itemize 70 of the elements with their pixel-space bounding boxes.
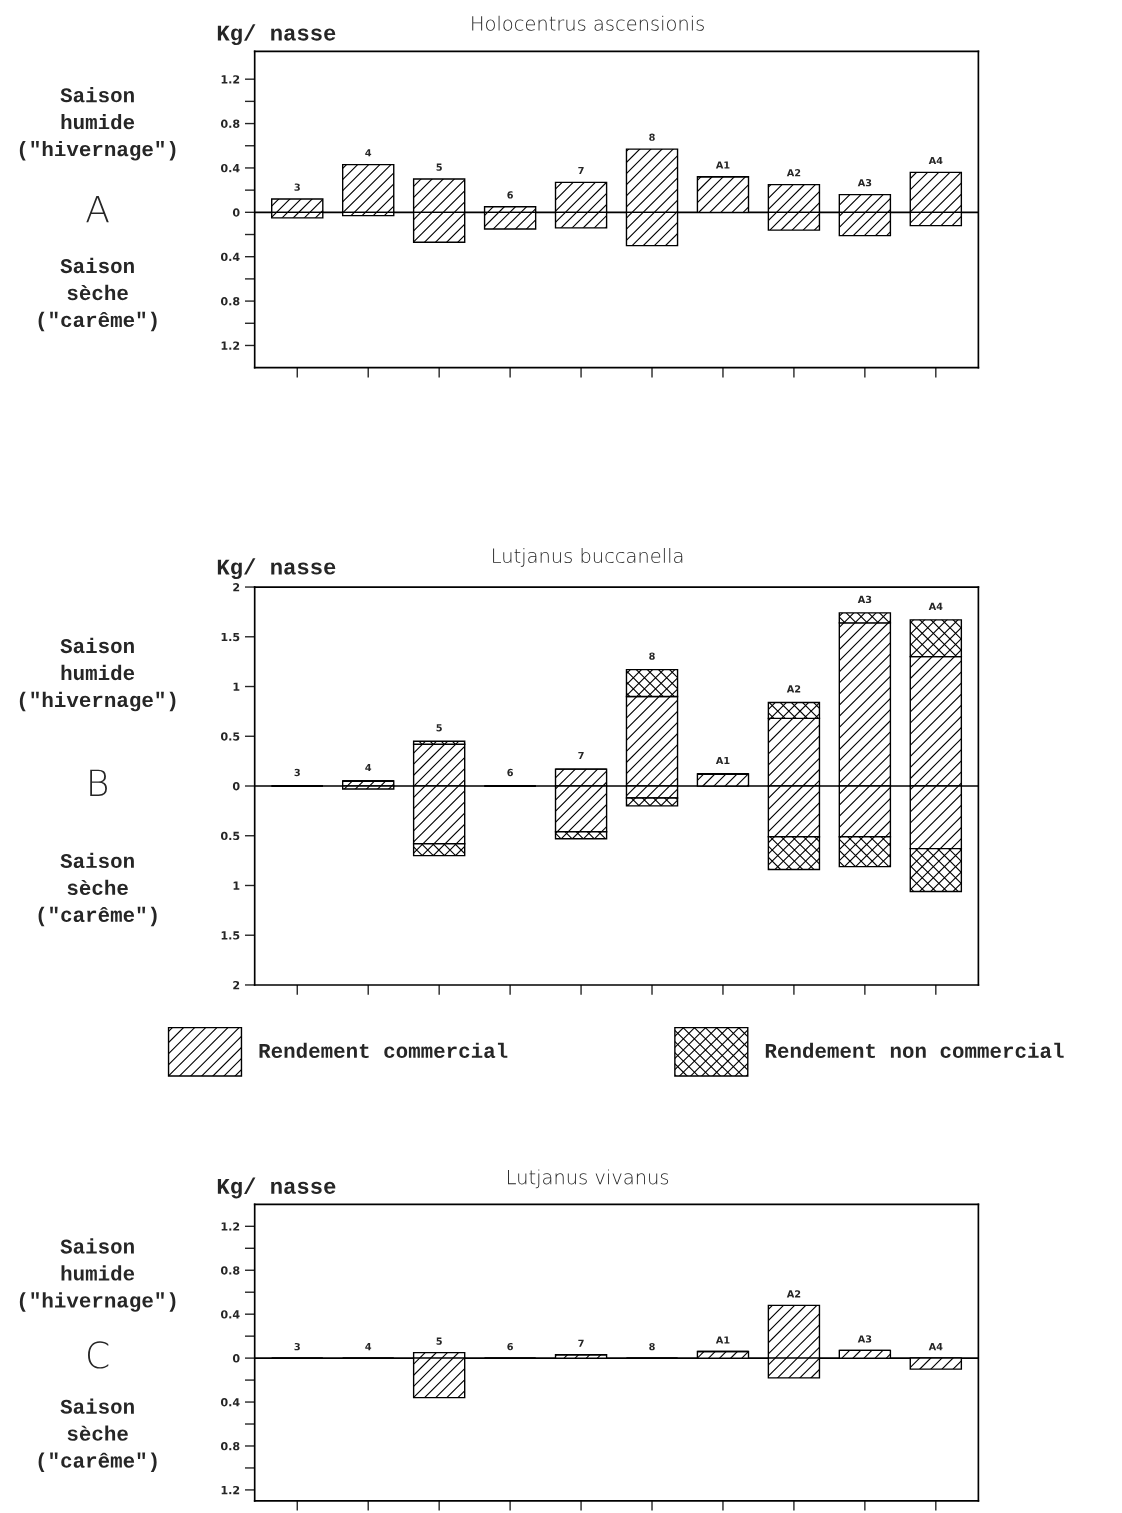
category-label: 5 bbox=[436, 163, 442, 171]
y-tick-label: 1 bbox=[233, 682, 240, 691]
legend-label: Rendement non commercial bbox=[765, 1042, 1064, 1058]
y-tick-label: 1.2 bbox=[221, 75, 240, 84]
y-tick-label: 0.8 bbox=[220, 119, 240, 128]
y-tick-label: 0.4 bbox=[220, 252, 240, 262]
category-label: 6 bbox=[507, 191, 513, 199]
y-axis-title: Kg/ nasse bbox=[217, 24, 336, 46]
category-label: A4 bbox=[928, 602, 943, 610]
category-label: 6 bbox=[507, 768, 513, 777]
chart-title: Holocentrus ascensionis bbox=[472, 15, 704, 31]
y-tick-label: 2 bbox=[233, 980, 240, 990]
category-label: 8 bbox=[649, 652, 655, 660]
text: Saison sèche ("carême") bbox=[38, 1398, 157, 1472]
y-tick-label: 0.4 bbox=[220, 163, 240, 173]
y-tick-label: 0.4 bbox=[220, 1398, 240, 1407]
category-label: 6 bbox=[507, 1342, 513, 1351]
category-label: A2 bbox=[786, 169, 801, 177]
y-tick-label: 0.5 bbox=[220, 831, 240, 841]
text: Saison sèche ("carême") bbox=[38, 852, 157, 927]
text: A bbox=[86, 195, 109, 223]
y-tick-label: 1.5 bbox=[221, 931, 240, 940]
y-tick-label: 0.8 bbox=[220, 1441, 240, 1451]
category-label: 3 bbox=[294, 1342, 300, 1351]
category-label: 3 bbox=[294, 183, 300, 191]
y-tick-label: 1.2 bbox=[221, 341, 240, 350]
y-axis-title: Kg/ nasse bbox=[217, 1177, 336, 1199]
category-label: A1 bbox=[715, 161, 730, 169]
y-tick-label: 1 bbox=[233, 881, 240, 890]
category-label: 7 bbox=[578, 1339, 584, 1347]
y-tick-label: 0.8 bbox=[220, 297, 240, 306]
y-tick-label: 0 bbox=[232, 208, 240, 217]
y-tick-label: 0 bbox=[232, 1354, 240, 1363]
text: Saison humide ("hivernage") bbox=[19, 1238, 176, 1312]
category-label: A4 bbox=[928, 156, 943, 165]
y-tick-label: 1.2 bbox=[221, 1485, 240, 1495]
category-label: 8 bbox=[649, 1342, 655, 1351]
category-label: A3 bbox=[857, 1335, 872, 1343]
category-label: A2 bbox=[786, 685, 801, 693]
y-tick-label: 0.8 bbox=[220, 1266, 240, 1275]
category-label: 3 bbox=[294, 768, 300, 777]
category-label: A3 bbox=[857, 595, 872, 604]
chart-title: Lutjanus vivanus bbox=[508, 1169, 669, 1189]
text: Saison sèche ("carême") bbox=[38, 257, 157, 332]
category-label: 8 bbox=[649, 133, 655, 141]
chart-title: Lutjanus buccanella bbox=[493, 548, 683, 567]
y-axis-title: Kg/ nasse bbox=[217, 558, 336, 580]
category-label: 7 bbox=[578, 752, 584, 760]
category-label: A2 bbox=[786, 1290, 801, 1298]
legend-label: Rendement commercial bbox=[259, 1042, 508, 1058]
category-label: 4 bbox=[365, 149, 372, 157]
text: Saison humide ("hivernage") bbox=[19, 87, 176, 161]
y-tick-label: 2 bbox=[233, 583, 240, 592]
y-tick-label: 0.5 bbox=[220, 732, 240, 741]
category-label: 5 bbox=[436, 724, 442, 732]
y-tick-label: 1.2 bbox=[221, 1222, 240, 1231]
category-label: A1 bbox=[715, 1336, 730, 1344]
category-label: 7 bbox=[578, 166, 584, 175]
category-label: 4 bbox=[365, 763, 372, 772]
y-tick-label: 0.4 bbox=[220, 1310, 240, 1319]
category-label: A4 bbox=[928, 1343, 943, 1351]
category-label: 4 bbox=[365, 1343, 372, 1351]
y-tick-label: 1.5 bbox=[221, 632, 240, 642]
text: C bbox=[88, 1341, 109, 1369]
text: B bbox=[90, 769, 107, 796]
text: Saison humide ("hivernage") bbox=[19, 637, 176, 712]
category-label: A3 bbox=[857, 179, 872, 187]
category-label: 5 bbox=[436, 1337, 442, 1345]
y-tick-label: 0 bbox=[232, 781, 240, 791]
category-label: A1 bbox=[715, 757, 730, 765]
